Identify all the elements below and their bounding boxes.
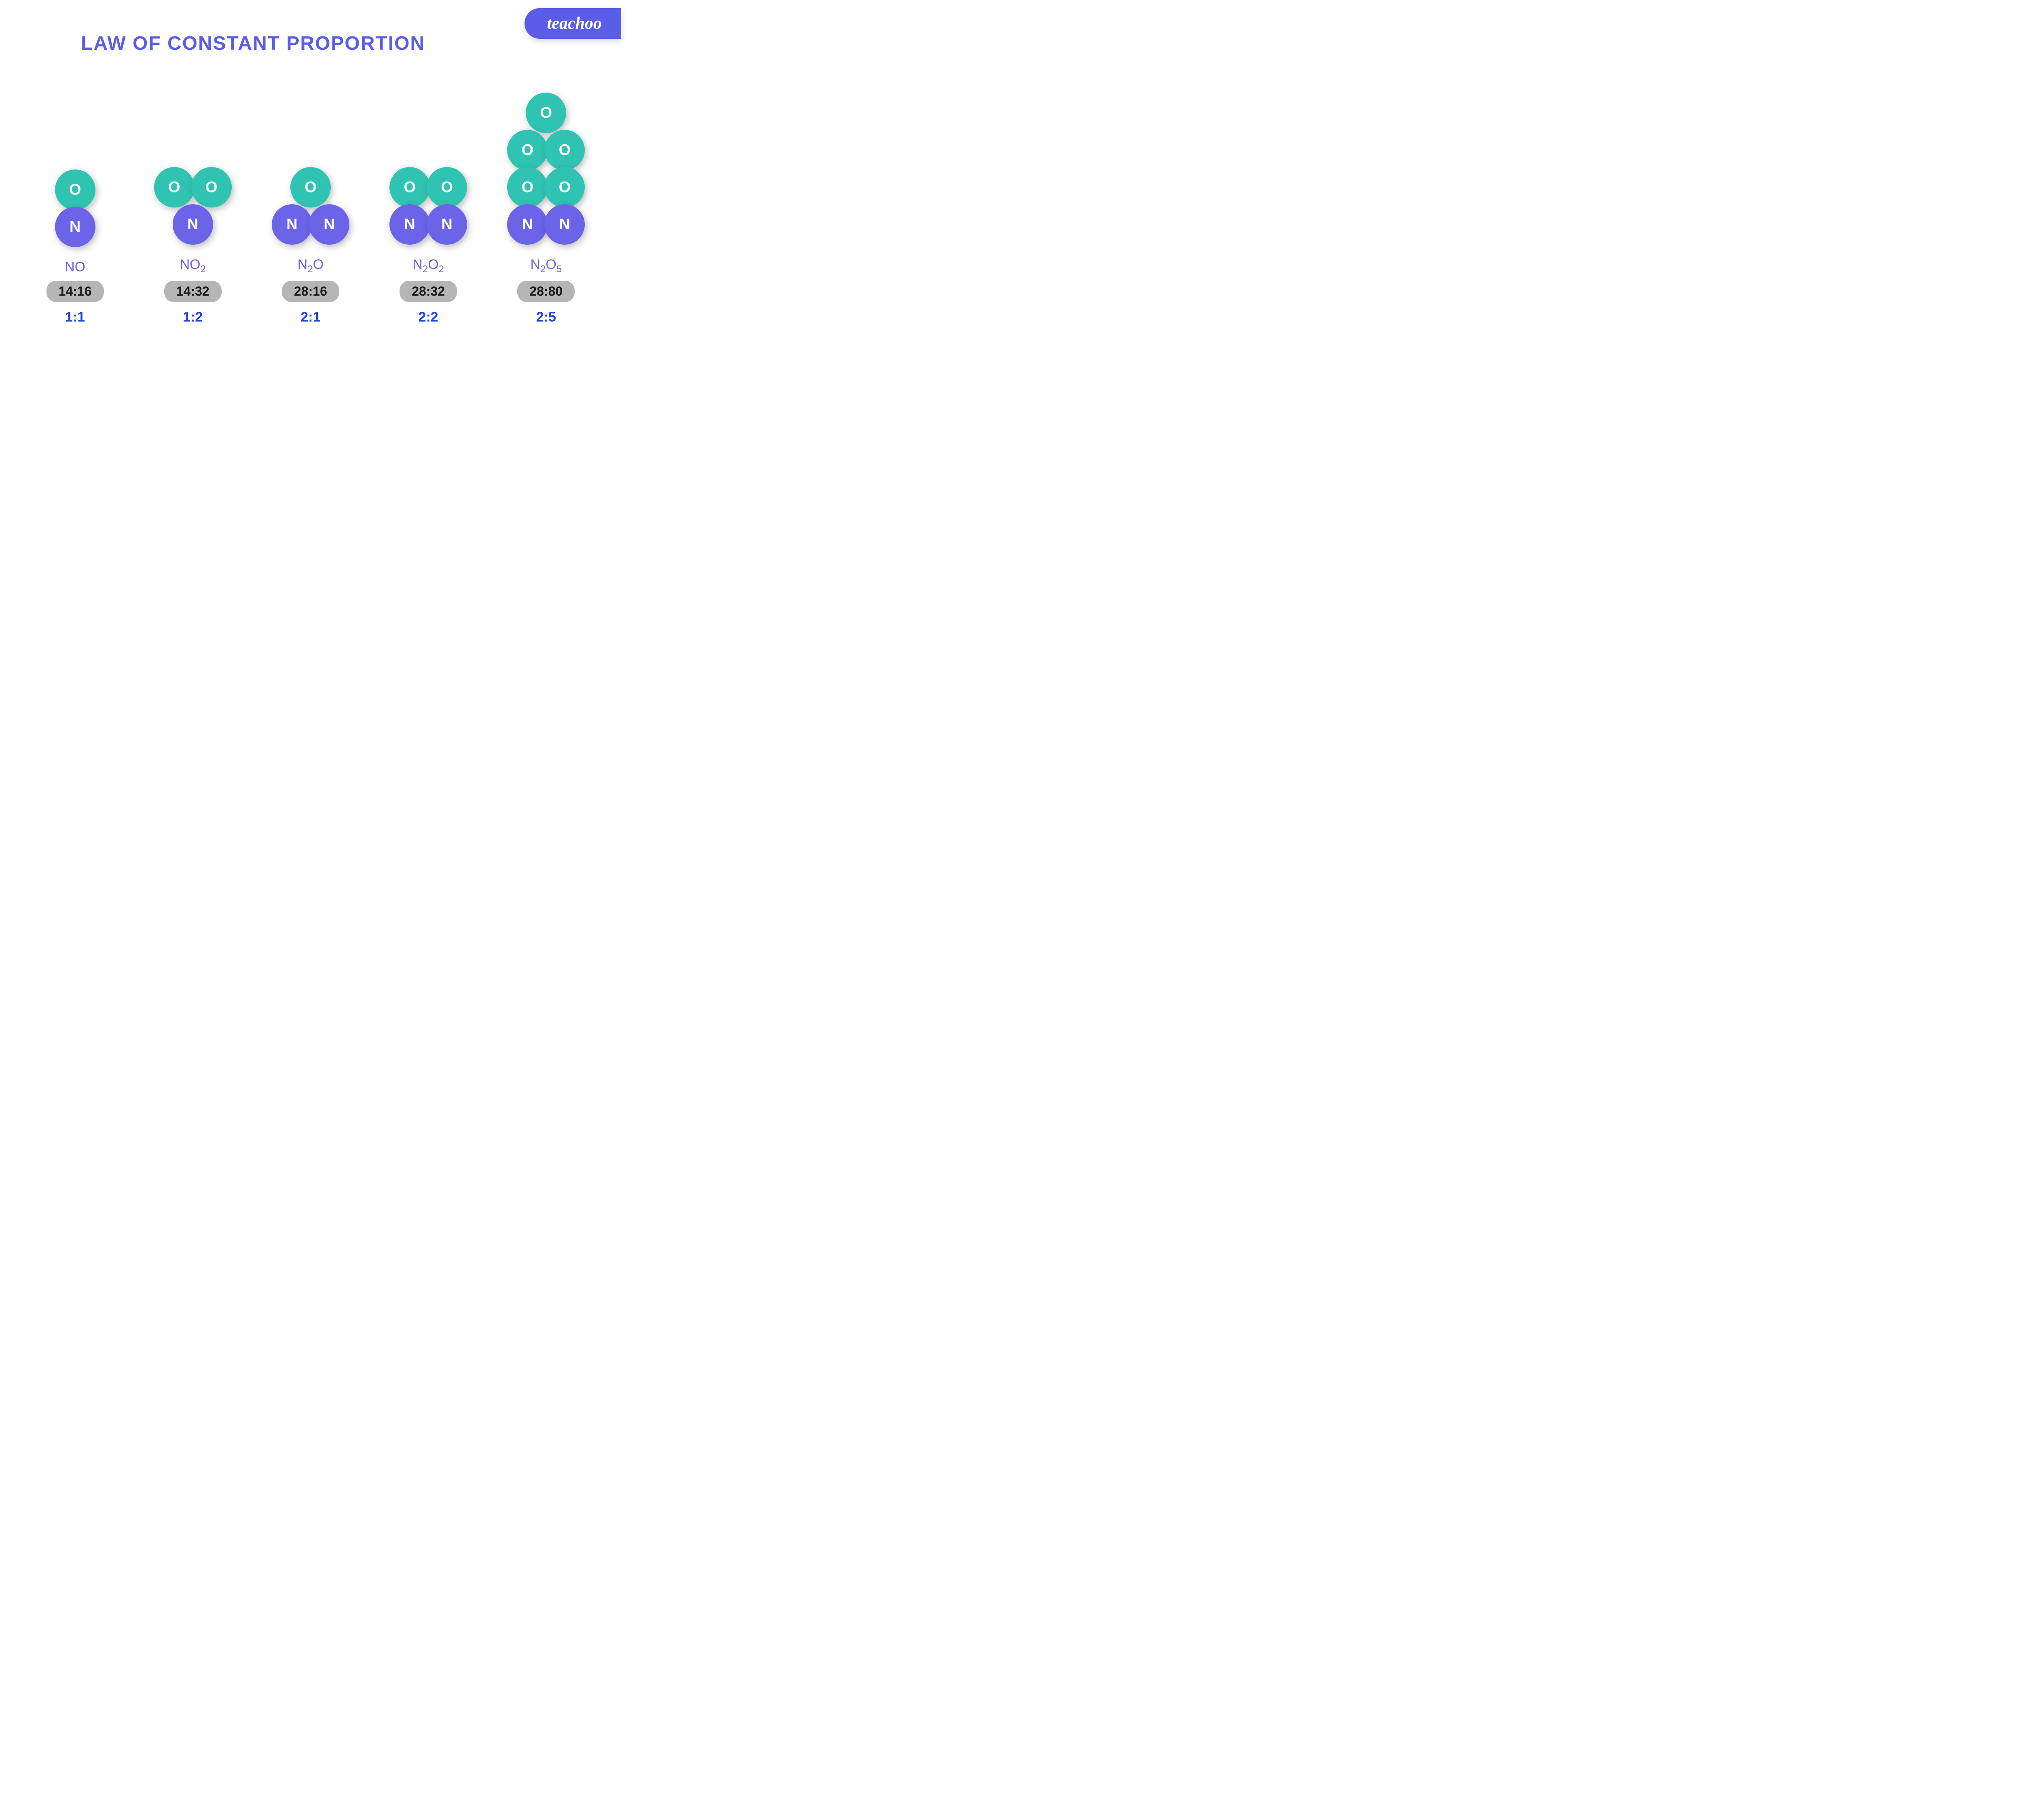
- molecule-column: OOOOONNN2O528:802:5: [493, 39, 599, 325]
- oxygen-atom-icon: O: [427, 167, 467, 207]
- oxygen-atom-icon: O: [191, 167, 232, 207]
- atom-row: OO: [391, 167, 465, 207]
- atoms-area: OON: [140, 39, 245, 241]
- atom-row: N: [57, 207, 94, 247]
- simple-ratio: 2:1: [300, 309, 320, 325]
- atoms-area: OONN: [376, 39, 481, 241]
- mass-ratio-badge: 28:16: [282, 281, 339, 302]
- oxygen-atom-icon: O: [544, 167, 585, 207]
- simple-ratio: 2:2: [419, 309, 438, 325]
- mass-ratio-badge: 14:16: [47, 281, 104, 302]
- atom-row: NN: [509, 204, 583, 245]
- atom-row: O: [292, 167, 329, 207]
- nitrogen-atom-icon: N: [272, 204, 312, 245]
- nitrogen-atom-icon: N: [173, 204, 213, 245]
- atom-row: NN: [273, 204, 348, 245]
- nitrogen-atom-icon: N: [309, 204, 349, 245]
- molecule-formula: NO: [65, 259, 85, 275]
- atoms-area: ONN: [258, 39, 363, 241]
- atom-row: O: [57, 169, 94, 210]
- oxygen-atom-icon: O: [389, 167, 430, 207]
- oxygen-atom-icon: O: [290, 167, 331, 207]
- oxygen-atom-icon: O: [507, 130, 548, 170]
- molecule-column: OON NO2 14:32 1:2: [140, 39, 245, 325]
- logo-badge: teachoo: [525, 8, 621, 39]
- simple-ratio: 1:2: [183, 309, 203, 325]
- mass-ratio-badge: 14:32: [164, 281, 222, 302]
- molecule-column: ONN N2O 28:16 2:1: [258, 39, 363, 325]
- simple-ratio: 1:1: [65, 309, 85, 325]
- nitrogen-atom-icon: N: [427, 204, 467, 245]
- nitrogen-atom-icon: N: [507, 204, 548, 245]
- oxygen-atom-icon: O: [154, 167, 195, 207]
- nitrogen-atom-icon: N: [544, 204, 585, 245]
- mass-ratio-badge: 28:80: [517, 281, 575, 302]
- oxygen-atom-icon: O: [55, 169, 95, 210]
- atoms-area: ON: [23, 42, 128, 244]
- atom-row: OO: [156, 167, 230, 207]
- molecule-column: ONNO14:161:1: [23, 42, 128, 325]
- oxygen-atom-icon: O: [507, 167, 548, 207]
- atom-row: OO: [509, 130, 583, 170]
- nitrogen-atom-icon: N: [389, 204, 430, 245]
- molecule-formula: N2O2: [412, 257, 444, 275]
- molecule-formula: NO2: [180, 257, 206, 275]
- molecule-column: OONN N2O2 28:32 2:2: [376, 39, 481, 325]
- mass-ratio-badge: 28:32: [400, 281, 457, 302]
- atom-row: NN: [391, 204, 465, 245]
- molecules-row: ONNO14:161:1OONNO214:321:2ONNN2O28:162:1…: [0, 39, 621, 325]
- molecule-formula: N2O5: [530, 257, 562, 275]
- atom-row: OO: [509, 167, 583, 207]
- atom-row: O: [527, 93, 565, 133]
- molecule-formula: N2O: [298, 257, 324, 275]
- atom-row: N: [174, 204, 212, 245]
- simple-ratio: 2:5: [536, 309, 556, 325]
- nitrogen-atom-icon: N: [55, 207, 95, 247]
- atoms-area: OOOOONN: [493, 39, 599, 241]
- oxygen-atom-icon: O: [544, 130, 585, 170]
- oxygen-atom-icon: O: [526, 93, 566, 133]
